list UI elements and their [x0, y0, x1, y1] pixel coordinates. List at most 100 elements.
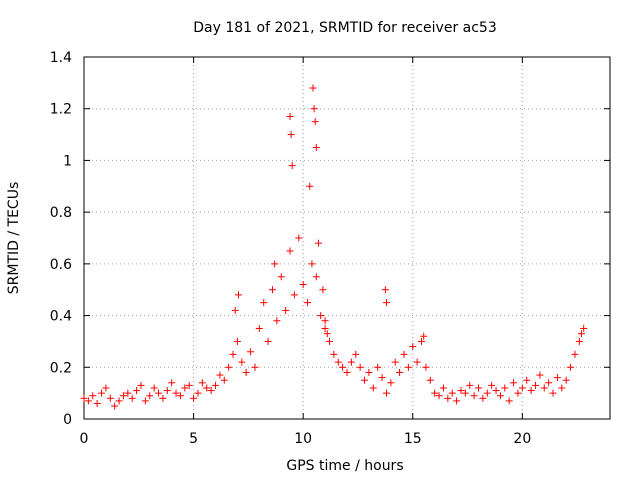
data-point — [374, 363, 382, 371]
data-point — [444, 394, 452, 402]
data-point — [343, 368, 351, 376]
data-point — [420, 332, 428, 340]
data-point — [312, 273, 320, 281]
data-point — [578, 330, 586, 338]
data-point — [137, 381, 145, 389]
data-point — [317, 312, 325, 320]
data-point — [235, 291, 243, 299]
data-point — [435, 392, 443, 400]
data-point — [176, 392, 184, 400]
data-point — [310, 105, 318, 113]
data-point — [518, 384, 526, 392]
data-point — [163, 387, 171, 395]
data-point — [102, 384, 110, 392]
data-point — [295, 234, 303, 242]
x-tick-label: 10 — [294, 431, 312, 447]
data-point — [365, 368, 373, 376]
data-point — [212, 381, 219, 389]
data-point — [286, 112, 294, 120]
data-point — [260, 299, 268, 307]
data-point — [488, 381, 496, 389]
data-point — [133, 387, 141, 395]
data-point — [306, 182, 314, 190]
data-point — [190, 394, 198, 402]
data-point — [369, 384, 377, 392]
data-point — [431, 389, 439, 397]
data-point — [150, 384, 158, 392]
data-point — [448, 389, 456, 397]
data-point — [381, 286, 389, 294]
data-point — [203, 384, 211, 392]
data-point — [545, 379, 553, 387]
data-point — [311, 118, 319, 126]
data-point — [492, 387, 500, 395]
axis-ticks — [83, 56, 610, 420]
data-point — [505, 397, 513, 405]
data-point — [198, 379, 206, 387]
data-point — [233, 337, 241, 345]
data-point — [496, 392, 504, 400]
data-point — [115, 397, 123, 405]
data-point — [168, 379, 176, 387]
data-point — [382, 299, 390, 307]
y-tick-label: 0 — [63, 412, 72, 428]
data-point — [128, 394, 136, 402]
data-point — [251, 363, 259, 371]
data-point — [247, 348, 255, 356]
data-point — [457, 387, 465, 395]
data-point — [571, 350, 579, 358]
data-point — [146, 392, 154, 400]
data-point — [413, 358, 421, 366]
data-point — [111, 402, 119, 410]
data-point — [290, 291, 298, 299]
y-tick-label: 0.8 — [50, 205, 72, 221]
grid-lines — [83, 56, 610, 420]
data-point — [404, 363, 412, 371]
data-point — [378, 374, 386, 382]
data-point — [580, 325, 588, 332]
data-point — [523, 376, 531, 384]
data-point — [312, 144, 320, 151]
data-point — [334, 358, 342, 366]
data-point — [422, 363, 430, 371]
data-point — [325, 337, 333, 345]
tick-labels: 0 5 10 15 20 0 0.2 0.4 0.6 0.8 1 1.2 1.4 — [50, 50, 532, 447]
data-point — [194, 389, 202, 397]
data-point — [264, 337, 272, 345]
x-tick-label: 20 — [513, 431, 531, 447]
data-point — [400, 350, 408, 358]
data-point — [309, 84, 317, 92]
data-point — [339, 363, 347, 371]
data-point — [229, 350, 237, 358]
data-point — [321, 325, 329, 332]
x-tick-label: 5 — [189, 431, 198, 447]
x-axis-label: GPS time / hours — [286, 458, 403, 474]
data-point — [501, 384, 509, 392]
y-tick-label: 0.6 — [50, 257, 72, 273]
data-point — [483, 389, 491, 397]
data-point — [558, 384, 566, 392]
data-point — [352, 350, 360, 358]
data-point — [453, 397, 461, 405]
data-point — [510, 379, 518, 387]
data-point — [323, 330, 331, 338]
data-point — [277, 273, 285, 281]
data-point — [231, 306, 239, 314]
data-point — [409, 343, 417, 351]
data-point — [141, 397, 149, 405]
data-point — [321, 317, 329, 325]
data-point — [84, 397, 92, 405]
data-point — [514, 389, 522, 397]
data-point — [220, 376, 228, 384]
data-point — [282, 306, 290, 314]
chart-title: Day 181 of 2021, SRMTID for receiver ac5… — [193, 20, 497, 36]
data-point — [185, 381, 193, 389]
data-point — [391, 358, 399, 366]
data-point — [562, 376, 570, 384]
data-point — [536, 371, 544, 379]
data-point — [271, 260, 279, 268]
data-point — [225, 363, 233, 371]
data-point — [119, 392, 127, 400]
data-point — [106, 394, 114, 402]
data-point — [426, 376, 434, 384]
